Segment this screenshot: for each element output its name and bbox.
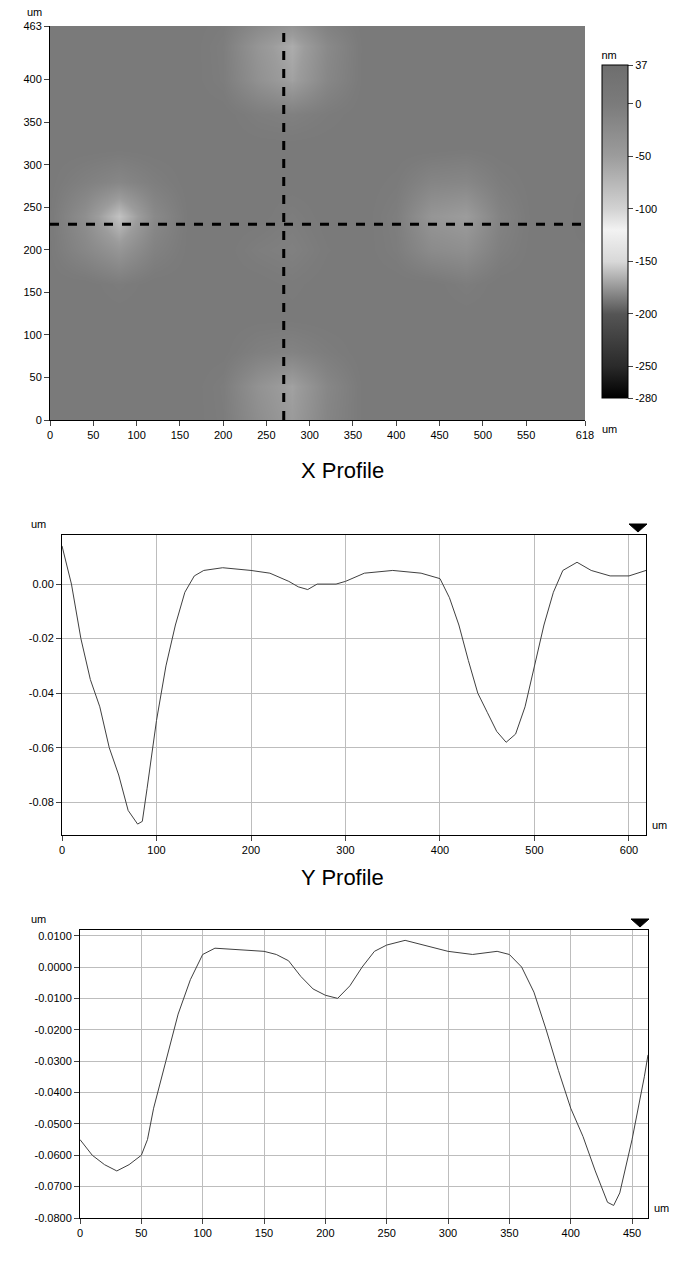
svg-text:500: 500	[525, 844, 543, 856]
svg-text:450: 450	[430, 429, 448, 441]
svg-text:0: 0	[635, 98, 641, 110]
svg-text:100: 100	[147, 844, 165, 856]
svg-text:um: um	[652, 819, 667, 831]
svg-text:-50: -50	[635, 150, 651, 162]
svg-text:-0.0300: -0.0300	[34, 1055, 71, 1067]
svg-text:400: 400	[23, 73, 41, 85]
svg-text:350: 350	[500, 1227, 518, 1239]
svg-text:150: 150	[255, 1227, 273, 1239]
svg-text:um: um	[602, 423, 617, 435]
svg-text:350: 350	[344, 429, 362, 441]
svg-text:-0.06: -0.06	[29, 742, 54, 754]
svg-text:300: 300	[301, 429, 319, 441]
svg-text:500: 500	[474, 429, 492, 441]
svg-text:0: 0	[36, 414, 42, 426]
svg-text:0: 0	[77, 1227, 83, 1239]
svg-text:-0.0200: -0.0200	[34, 1024, 71, 1036]
svg-text:250: 250	[23, 201, 41, 213]
svg-text:-0.0100: -0.0100	[34, 992, 71, 1004]
svg-text:-0.0600: -0.0600	[34, 1149, 71, 1161]
svg-text:400: 400	[387, 429, 405, 441]
svg-text:250: 250	[257, 429, 275, 441]
svg-text:150: 150	[171, 429, 189, 441]
svg-text:-150: -150	[635, 255, 657, 267]
svg-text:-0.02: -0.02	[29, 632, 54, 644]
svg-text:200: 200	[23, 244, 41, 256]
svg-text:50: 50	[30, 371, 42, 383]
svg-text:0: 0	[59, 844, 65, 856]
svg-text:um: um	[31, 518, 46, 530]
svg-text:550: 550	[517, 429, 535, 441]
svg-text:300: 300	[23, 159, 41, 171]
svg-text:150: 150	[23, 286, 41, 298]
svg-text:X Profile: X Profile	[301, 458, 384, 483]
svg-text:400: 400	[431, 844, 449, 856]
svg-text:-0.0500: -0.0500	[34, 1118, 71, 1130]
svg-text:100: 100	[127, 429, 145, 441]
svg-text:50: 50	[87, 429, 99, 441]
svg-text:250: 250	[378, 1227, 396, 1239]
svg-text:um: um	[654, 1202, 669, 1214]
svg-text:37: 37	[635, 59, 647, 71]
svg-text:0.00: 0.00	[32, 578, 53, 590]
svg-text:-200: -200	[635, 308, 657, 320]
svg-text:400: 400	[562, 1227, 580, 1239]
svg-text:300: 300	[439, 1227, 457, 1239]
svg-text:100: 100	[23, 329, 41, 341]
svg-text:-280: -280	[635, 392, 657, 404]
svg-text:600: 600	[620, 844, 638, 856]
svg-text:-0.08: -0.08	[29, 796, 54, 808]
svg-text:618: 618	[576, 429, 594, 441]
svg-text:50: 50	[135, 1227, 147, 1239]
svg-text:um: um	[27, 6, 42, 18]
svg-text:-0.0400: -0.0400	[34, 1086, 71, 1098]
svg-text:-250: -250	[635, 360, 657, 372]
svg-text:300: 300	[336, 844, 354, 856]
svg-text:-0.0700: -0.0700	[34, 1180, 71, 1192]
svg-text:0.0100: 0.0100	[38, 930, 72, 942]
svg-text:100: 100	[194, 1227, 212, 1239]
svg-text:nm: nm	[602, 49, 617, 61]
svg-text:-100: -100	[635, 203, 657, 215]
svg-text:0: 0	[47, 429, 53, 441]
svg-text:Y Profile: Y Profile	[301, 865, 384, 890]
svg-text:200: 200	[316, 1227, 334, 1239]
svg-text:200: 200	[242, 844, 260, 856]
svg-text:-0.04: -0.04	[29, 687, 54, 699]
svg-text:0.0000: 0.0000	[38, 961, 72, 973]
svg-text:350: 350	[23, 116, 41, 128]
svg-text:463: 463	[23, 20, 41, 32]
svg-text:200: 200	[214, 429, 232, 441]
svg-text:450: 450	[623, 1227, 641, 1239]
svg-text:um: um	[31, 913, 46, 925]
svg-text:-0.0800: -0.0800	[34, 1212, 71, 1224]
